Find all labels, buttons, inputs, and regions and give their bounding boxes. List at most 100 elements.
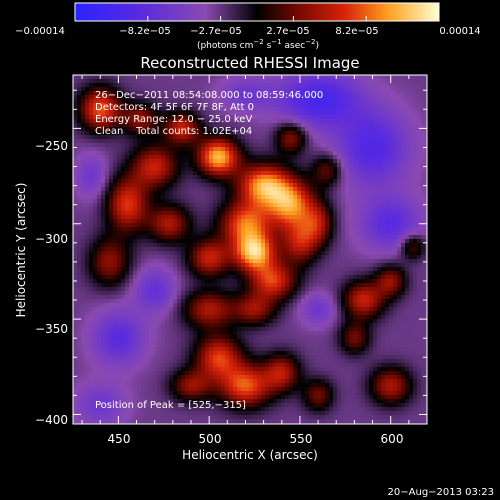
heatmap-cell xyxy=(89,231,94,236)
heatmap-cell xyxy=(249,75,254,80)
heatmap-cell xyxy=(293,287,298,292)
heatmap-cell xyxy=(121,183,126,188)
heatmap-cell xyxy=(153,127,158,132)
heatmap-cell xyxy=(337,295,342,300)
heatmap-cell xyxy=(405,131,410,136)
heatmap-cell xyxy=(93,215,98,220)
heatmap-cell xyxy=(93,199,98,204)
heatmap-cell xyxy=(113,219,118,224)
heatmap-cell xyxy=(229,135,234,140)
heatmap-cell xyxy=(341,115,346,120)
heatmap-cell xyxy=(237,171,242,176)
heatmap-cell xyxy=(149,151,154,156)
heatmap-cell xyxy=(89,243,94,248)
heatmap-cell xyxy=(289,279,294,284)
heatmap-cell xyxy=(369,259,374,264)
heatmap-cell xyxy=(393,163,398,168)
heatmap-cell xyxy=(129,139,134,144)
heatmap-cell xyxy=(349,87,354,92)
heatmap-cell xyxy=(321,91,326,96)
heatmap-cell xyxy=(169,195,174,200)
heatmap-cell xyxy=(169,295,174,300)
heatmap-cell xyxy=(117,215,122,220)
heatmap-cell xyxy=(365,123,370,128)
heatmap-cell xyxy=(217,271,222,276)
heatmap-cell xyxy=(173,215,178,220)
heatmap-cell xyxy=(197,275,202,280)
heatmap-cell xyxy=(205,223,210,228)
heatmap-cell xyxy=(425,143,427,148)
heatmap-cell xyxy=(393,123,398,128)
heatmap-cell xyxy=(405,215,410,220)
heatmap-cell xyxy=(417,199,422,204)
heatmap-cell xyxy=(129,79,134,84)
heatmap-cell xyxy=(409,179,414,184)
heatmap-cell xyxy=(341,207,346,212)
heatmap-cell xyxy=(81,275,86,280)
heatmap-cell xyxy=(141,239,146,244)
heatmap-cell xyxy=(341,91,346,96)
heatmap-cell xyxy=(201,243,206,248)
heatmap-cell xyxy=(153,235,158,240)
heatmap-cell xyxy=(209,259,214,264)
heatmap-cell xyxy=(201,87,206,92)
heatmap-cell xyxy=(357,291,362,296)
heatmap-cell xyxy=(93,119,98,124)
heatmap-cell xyxy=(233,103,238,108)
heatmap-cell xyxy=(189,195,194,200)
heatmap-cell xyxy=(133,279,138,284)
heatmap-cell xyxy=(261,99,266,104)
heatmap-cell xyxy=(213,259,218,264)
heatmap-cell xyxy=(161,231,166,236)
heatmap-cell xyxy=(237,215,242,220)
heatmap-cell xyxy=(381,103,386,108)
heatmap-cell xyxy=(353,215,358,220)
heatmap-cell xyxy=(197,107,202,112)
heatmap-cell xyxy=(377,83,382,88)
heatmap-cell xyxy=(261,243,266,248)
heatmap-cell xyxy=(181,287,186,292)
heatmap-cell xyxy=(245,131,250,136)
heatmap-cell xyxy=(217,99,222,104)
heatmap-cell xyxy=(189,151,194,156)
heatmap-cell xyxy=(181,235,186,240)
heatmap-cell xyxy=(249,279,254,284)
heatmap-cell xyxy=(197,79,202,84)
heatmap-cell xyxy=(257,231,262,236)
heatmap-cell xyxy=(213,191,218,196)
heatmap-cell xyxy=(157,203,162,208)
heatmap-cell xyxy=(213,211,218,216)
heatmap-cell xyxy=(393,263,398,268)
heatmap-cell xyxy=(353,75,358,80)
heatmap-cell xyxy=(185,279,190,284)
heatmap-cell xyxy=(101,131,106,136)
heatmap-cell xyxy=(333,223,338,228)
heatmap-cell xyxy=(405,163,410,168)
heatmap-cell xyxy=(257,75,262,80)
heatmap-cell xyxy=(225,239,230,244)
heatmap-cell xyxy=(185,103,190,108)
heatmap-cell xyxy=(381,99,386,104)
heatmap-cell xyxy=(85,151,90,156)
heatmap-cell xyxy=(345,247,350,252)
heatmap-cell xyxy=(125,295,130,300)
heatmap-cell xyxy=(165,211,170,216)
heatmap-cell xyxy=(241,83,246,88)
heatmap-cell xyxy=(301,243,306,248)
heatmap-cell xyxy=(333,187,338,192)
heatmap-cell xyxy=(377,247,382,252)
heatmap-cell xyxy=(169,199,174,204)
heatmap-cell xyxy=(233,115,238,120)
heatmap-cell xyxy=(413,235,418,240)
heatmap-cell xyxy=(129,131,134,136)
heatmap-cell xyxy=(385,91,390,96)
heatmap-cell xyxy=(361,227,366,232)
heatmap-cell xyxy=(409,163,414,168)
heatmap-cell xyxy=(261,111,266,116)
heatmap-cell xyxy=(137,139,142,144)
heatmap-cell xyxy=(345,187,350,192)
heatmap-cell xyxy=(301,251,306,256)
heatmap-cell xyxy=(425,247,427,252)
heatmap-cell xyxy=(145,119,150,124)
heatmap-cell xyxy=(329,91,334,96)
